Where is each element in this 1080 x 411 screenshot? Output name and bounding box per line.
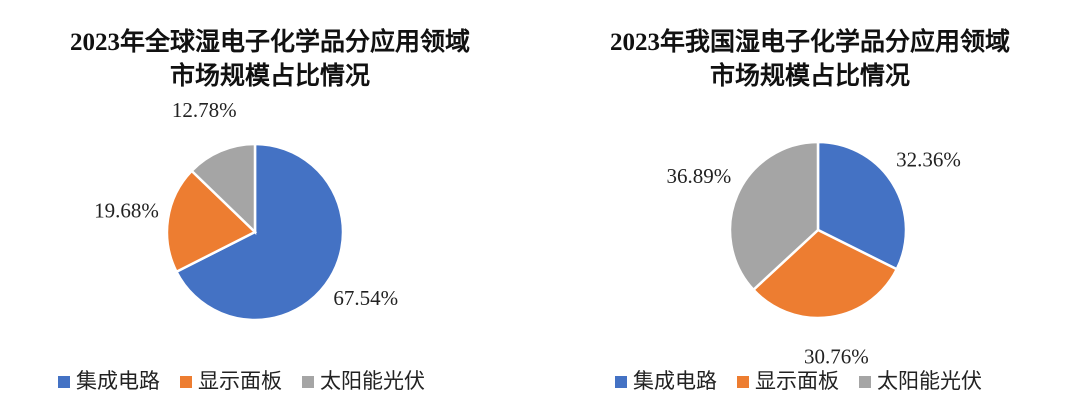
chart: 32.36% 30.76% 36.89% 集成电路 显示面板 太阳能光伏	[615, 140, 982, 393]
pie-slice	[174, 142, 345, 322]
data-label: 30.76%	[804, 344, 869, 368]
title-wrap: 2023年我国湿电子化学品分应用领域市场规模占比情况	[540, 26, 1080, 94]
legend-label: 显示面板	[198, 369, 282, 393]
data-label: 19.68%	[94, 198, 159, 222]
pie-slice	[728, 140, 820, 292]
chart-title: 2023年我国湿电子化学品分应用领域市场规模占比情况	[609, 29, 1010, 90]
data-label: 36.89%	[667, 164, 732, 188]
legend-swatch	[615, 376, 627, 388]
legend-label: 集成电路	[633, 369, 717, 393]
legend-swatch	[859, 376, 871, 388]
pie-slice	[189, 142, 257, 235]
data-label: 12.78%	[172, 98, 237, 122]
legend-swatch	[58, 376, 70, 388]
legend-swatch	[180, 376, 192, 388]
data-label: 32.36%	[896, 147, 961, 171]
legend-swatch	[302, 376, 314, 388]
pie-slice	[165, 169, 258, 274]
chart: 67.54% 19.68% 12.78% 集成电路 显示面板 太阳能光伏	[58, 98, 425, 393]
pie-slice	[751, 228, 899, 320]
chart-panel: 2023年全球湿电子化学品分应用领域市场规模占比情况 67.54% 19.68% 1…	[0, 26, 540, 393]
legend-swatch	[737, 376, 749, 388]
chart-title: 2023年全球湿电子化学品分应用领域市场规模占比情况	[69, 29, 470, 90]
pie-slice	[816, 140, 908, 271]
legend-label: 显示面板	[755, 369, 839, 393]
legend-label: 集成电路	[76, 369, 160, 393]
data-label: 67.54%	[333, 286, 398, 310]
title-wrap: 2023年全球湿电子化学品分应用领域市场规模占比情况	[0, 26, 540, 94]
legend-label: 太阳能光伏	[320, 369, 425, 393]
chart-panel: 2023年我国湿电子化学品分应用领域市场规模占比情况 32.36% 30.76% 3…	[540, 0, 1080, 411]
legend-label: 太阳能光伏	[877, 369, 982, 393]
